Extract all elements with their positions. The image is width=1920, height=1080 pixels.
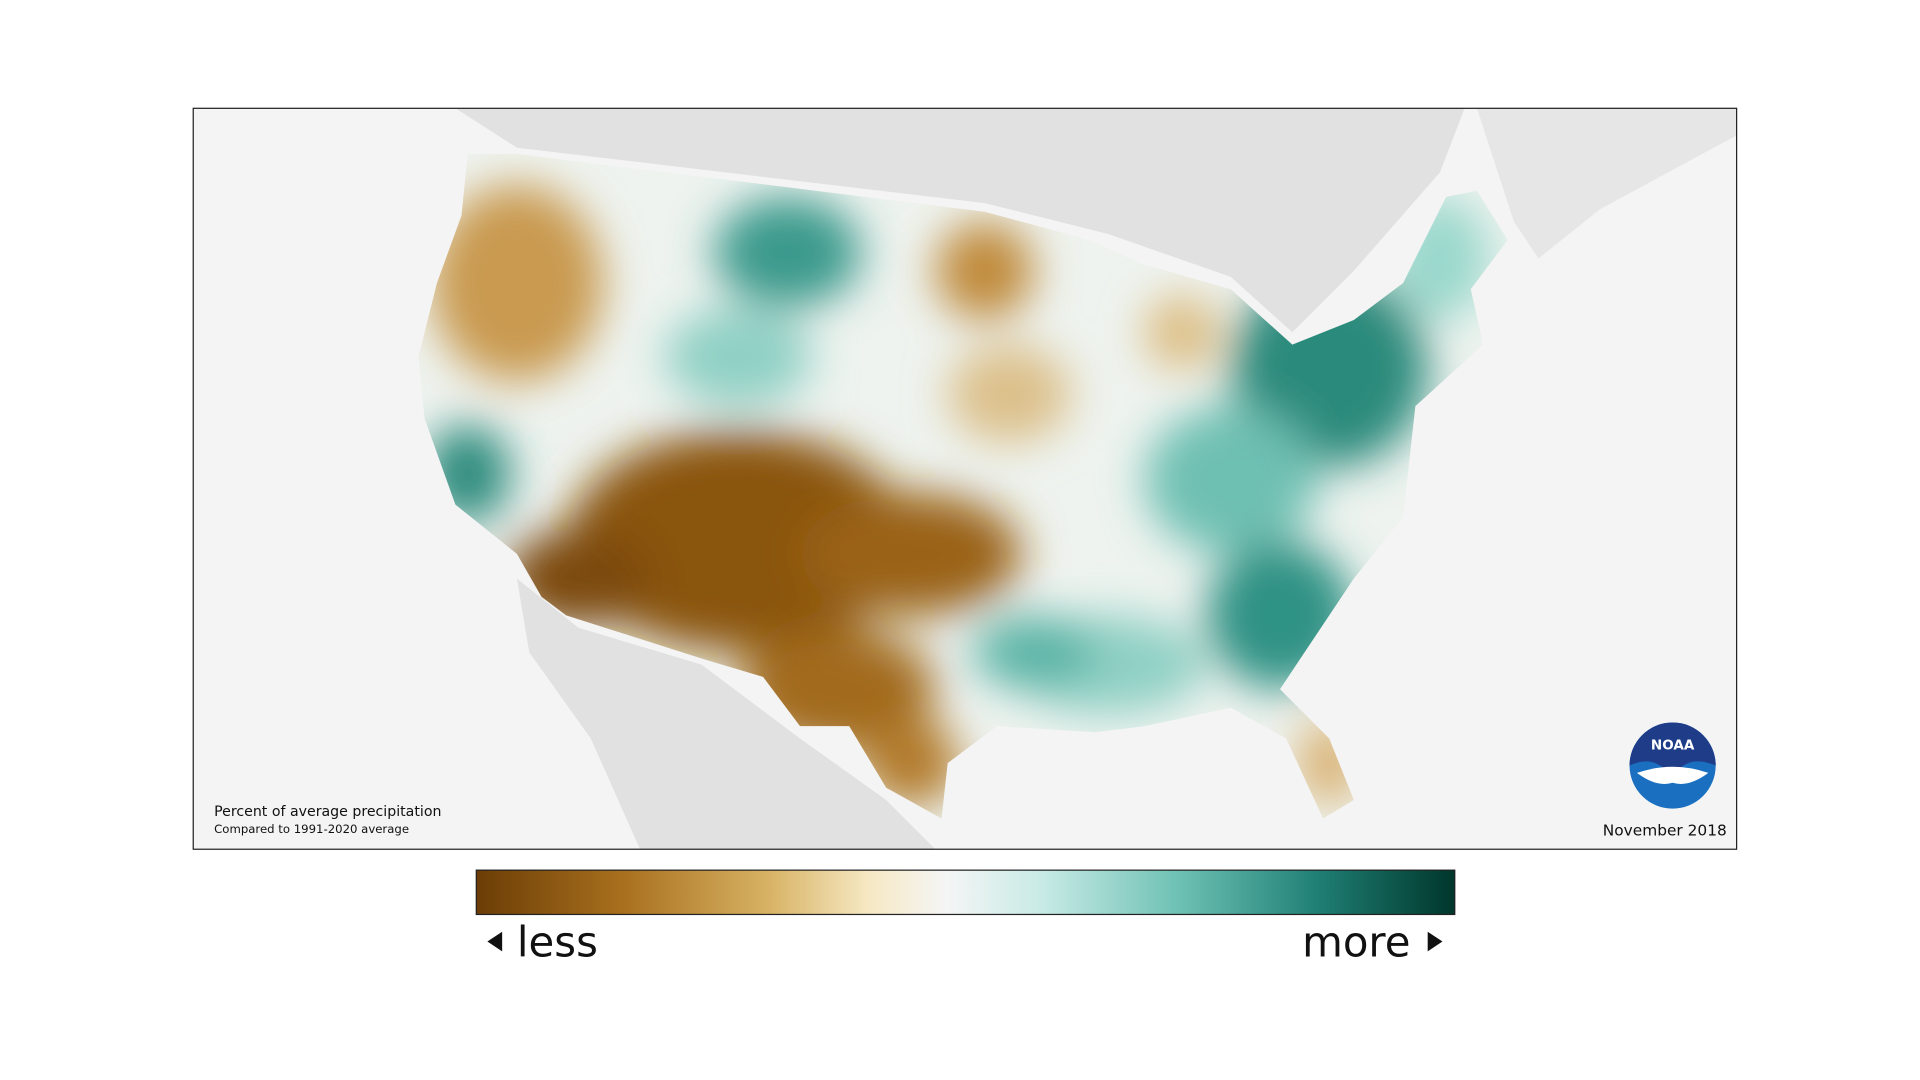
- canada: [455, 108, 1465, 333]
- less-label: less: [517, 917, 598, 966]
- map-area: NOAA: [193, 108, 1737, 850]
- less-arrow: [487, 931, 503, 952]
- logo-text: NOAA: [1651, 738, 1695, 754]
- caption-subtitle: Compared to 1991-2020 average: [214, 822, 409, 836]
- mexico: [516, 578, 936, 850]
- more-arrow: [1427, 931, 1443, 952]
- more-label: more: [1302, 917, 1410, 966]
- date-label: November 2018: [1603, 822, 1727, 840]
- caption-title: Percent of average precipitation: [214, 804, 441, 820]
- map-frame: [192, 107, 1738, 850]
- canada-east: [1476, 108, 1737, 259]
- color-scale: [475, 869, 1456, 916]
- noaa-logo: NOAA: [1629, 722, 1716, 809]
